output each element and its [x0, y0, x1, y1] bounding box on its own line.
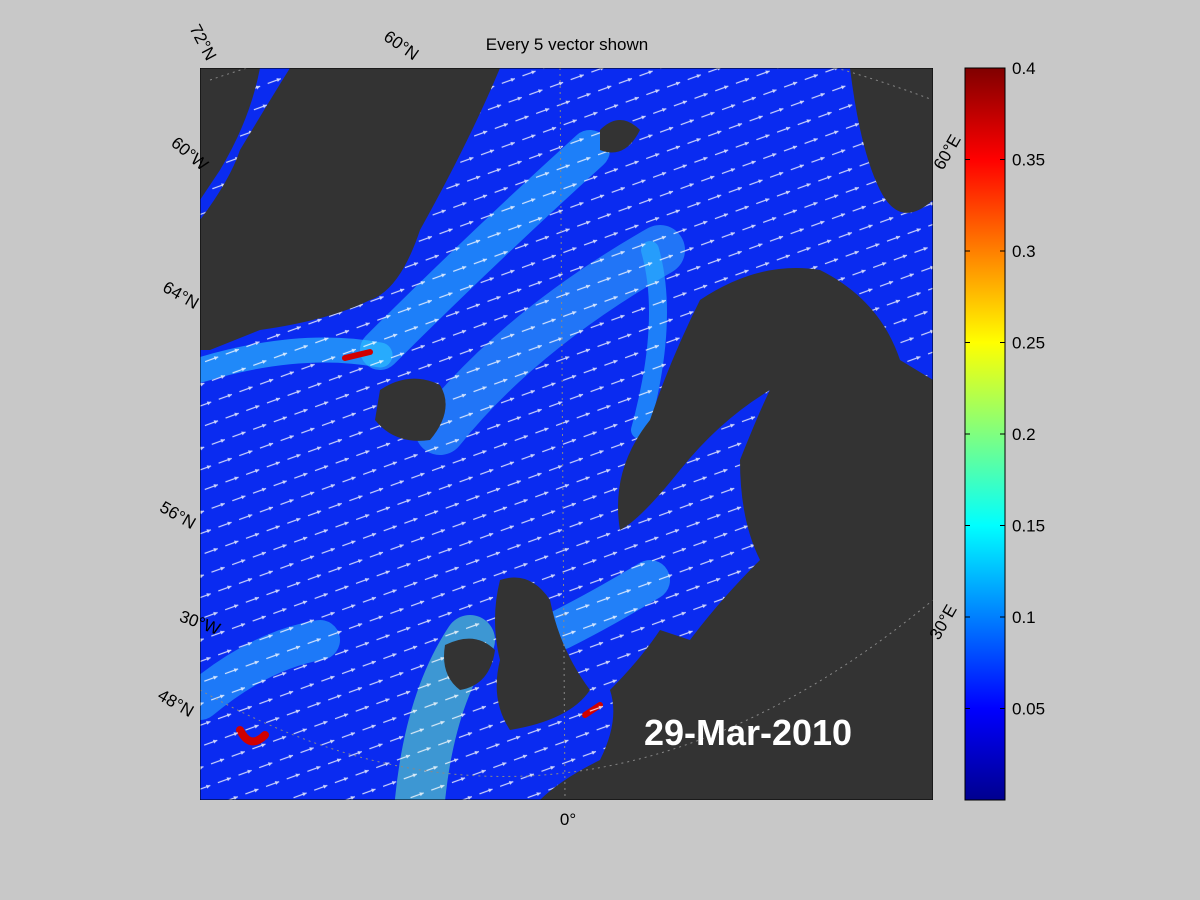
date-label: 29-Mar-2010 — [644, 712, 852, 753]
grid-label: 56°N — [157, 498, 199, 533]
title: Every 5 vector shown — [486, 35, 649, 54]
colorbar-tick-label: 0.4 — [1012, 59, 1036, 78]
colorbar-tick-label: 0.15 — [1012, 517, 1045, 536]
colorbar-tick-label: 0.2 — [1012, 425, 1036, 444]
colorbar-tick-label: 0.05 — [1012, 700, 1045, 719]
colorbar-tick-label: 0.3 — [1012, 242, 1036, 261]
grid-label: 60°N — [380, 27, 422, 64]
colorbar-tick-label: 0.1 — [1012, 608, 1036, 627]
colorbar-tick-label: 0.25 — [1012, 334, 1045, 353]
grid-label: 0° — [560, 810, 576, 829]
colorbar-tick-label: 0.35 — [1012, 151, 1045, 170]
colorbar: 0.05 0.1 0.15 0.2 0.25 0.3 0.35 0.4 — [964, 59, 1045, 801]
land — [200, 68, 933, 800]
grid-label: 60°E — [930, 131, 965, 173]
grid-label: 72°N — [186, 21, 221, 63]
graticule — [200, 68, 933, 800]
grid-label: 64°N — [160, 278, 202, 313]
colorbar-scale — [964, 67, 1006, 801]
grid-label: 48°N — [155, 686, 197, 721]
map — [200, 68, 933, 800]
